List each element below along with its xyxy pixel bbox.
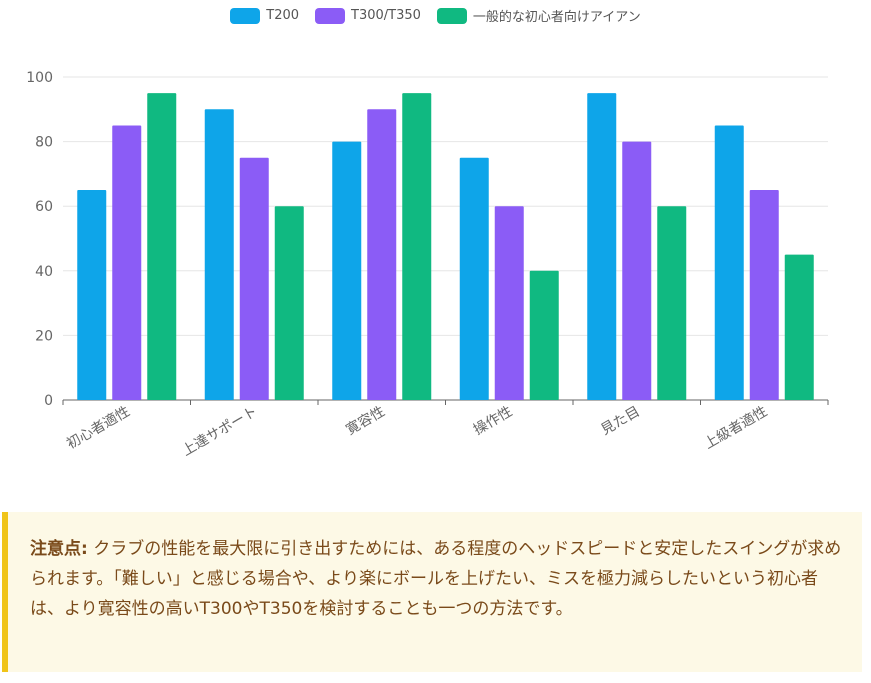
legend-label-general: 一般的な初心者向けアイアン: [472, 10, 641, 25]
legend-label-t200: T200: [266, 8, 300, 23]
note-paragraph: 注意点: クラブの性能を最大限に引き出すためには、ある程度のヘッドスピードと安定…: [30, 534, 842, 624]
bar-t300: [622, 141, 652, 400]
legend-item-t300[interactable]: T300/T350: [315, 6, 421, 25]
legend-swatch-t200: [230, 7, 261, 24]
bar-general: [784, 254, 814, 400]
x-tick-label: 上級者適性: [701, 403, 770, 453]
x-tick-label: 見た目: [598, 404, 642, 439]
bar-t200: [587, 93, 617, 401]
x-tick-label: 上達サポート: [180, 404, 261, 460]
x-tick-label: 操作性: [471, 404, 515, 439]
chart-legend: T200 T300/T350 一般的な初心者向けアイアン: [0, 6, 871, 25]
x-tick-label: 寛容性: [343, 403, 388, 439]
bar-t200: [77, 190, 107, 400]
legend-swatch-general: [436, 7, 467, 24]
bar-t300: [749, 190, 779, 400]
bar-general: [147, 93, 177, 401]
y-tick-label: 80: [35, 135, 53, 151]
bar-t300: [239, 157, 269, 400]
bar-t200: [204, 109, 234, 401]
note-text: クラブの性能を最大限に引き出すためには、ある程度のヘッドスピードと安定したスイン…: [30, 539, 842, 619]
bar-t200: [714, 125, 744, 400]
legend-item-general[interactable]: 一般的な初心者向けアイアン: [436, 6, 641, 25]
note-label: 注意点:: [30, 539, 88, 559]
bar-t300: [367, 109, 397, 401]
x-tick-label: 初心者適性: [64, 403, 133, 453]
bar-t300: [112, 125, 142, 400]
legend-item-t200[interactable]: T200: [230, 6, 299, 25]
bar-general: [657, 206, 687, 400]
bar-chart: 0 20 40 60 80 100 初心者適性 上達サポート 寛容性 操作性 見た目 上級者適性: [26, 70, 829, 460]
y-tick-label: 40: [35, 264, 53, 280]
y-tick-label: 0: [44, 393, 53, 409]
legend-label-t300: T300/T350: [351, 8, 421, 23]
note-box: 注意点: クラブの性能を最大限に引き出すためには、ある程度のヘッドスピードと安定…: [2, 512, 862, 672]
y-tick-label: 60: [35, 199, 53, 215]
bar-t300: [494, 206, 524, 400]
y-tick-label: 20: [35, 328, 53, 344]
legend-swatch-t300: [315, 7, 346, 24]
y-tick-label: 100: [26, 70, 53, 86]
bar-general: [402, 93, 432, 401]
bar-general: [529, 270, 559, 400]
bar-t200: [459, 157, 489, 400]
bar-t200: [332, 141, 362, 400]
bar-general: [274, 206, 304, 400]
